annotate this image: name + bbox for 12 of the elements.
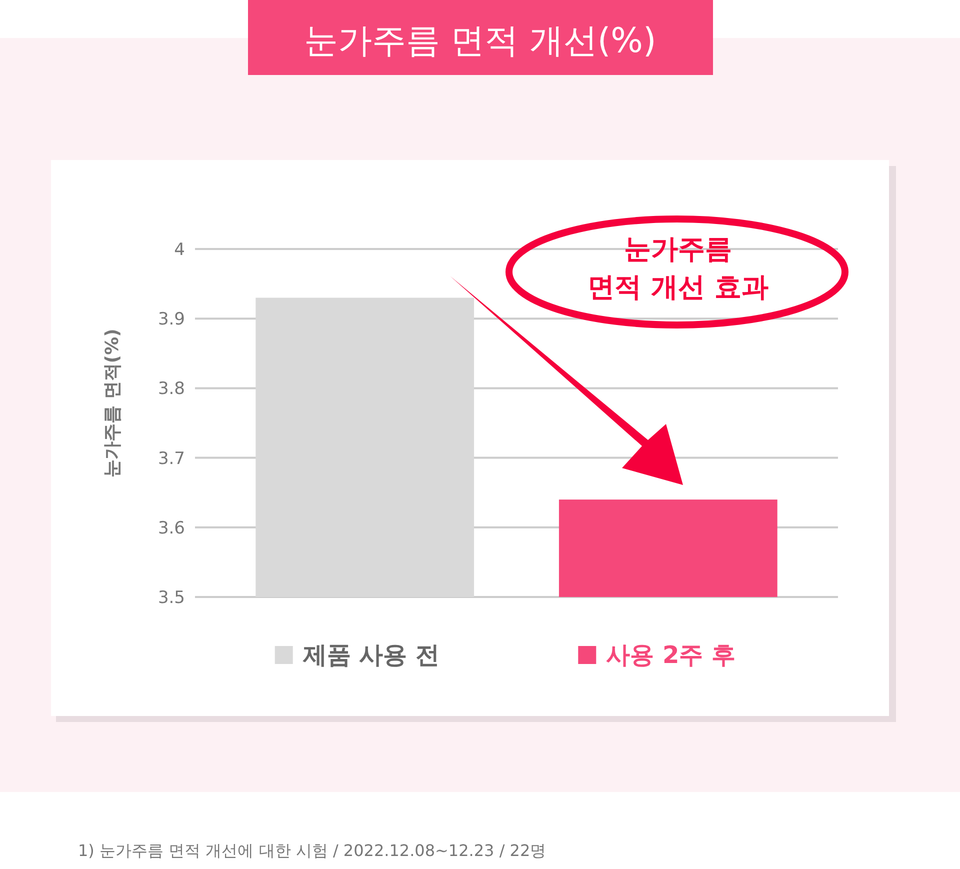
chart-title: 눈가주름 면적 개선(%) [304, 21, 656, 61]
legend-label: 제품 사용 전 [302, 641, 440, 669]
y-tick-label: 3.8 [158, 379, 185, 400]
y-tick-label: 3.7 [158, 448, 185, 469]
text: 1) 눈가주름 면적 개선에 대한 시험 / 2022.12.08~12.23 / 22명 [78, 841, 546, 860]
y-tick-label: 4 [174, 240, 185, 260]
y-tick-label: 3.9 [158, 310, 185, 330]
legend-label: 사용 2주 후 [606, 641, 736, 669]
annotation: 눈가주름 면적 개선 효과 [588, 234, 768, 303]
y-tick-label: 3.5 [158, 588, 185, 608]
y-tick-label: 3.6 [158, 518, 185, 538]
y-axis-title: 눈가주름 면적(%) [102, 328, 123, 478]
